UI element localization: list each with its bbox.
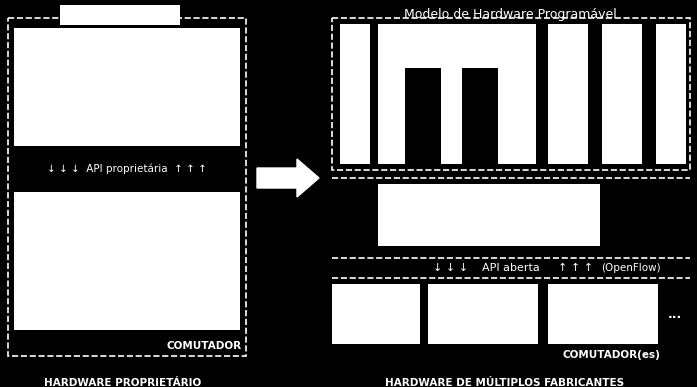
Bar [378, 24, 536, 164]
Bar [428, 284, 538, 344]
Text: COMUTADOR(es): COMUTADOR(es) [562, 350, 660, 360]
Bar [462, 68, 498, 164]
Text: API aberta: API aberta [482, 263, 540, 273]
Text: ↑ ↑ ↑: ↑ ↑ ↑ [558, 263, 594, 273]
Text: HARDWARE PROPRIETÁRIO: HARDWARE PROPRIETÁRIO [45, 378, 201, 387]
Text: Modelo de Hardware Programável: Modelo de Hardware Programável [404, 8, 616, 21]
Bar [8, 18, 246, 356]
Bar [332, 284, 420, 344]
Text: ...: ... [668, 308, 682, 320]
Text: ↓ ↓ ↓: ↓ ↓ ↓ [434, 263, 468, 273]
FancyArrow shape [257, 159, 319, 197]
Bar [14, 192, 240, 330]
Bar [548, 24, 588, 164]
Bar [332, 18, 690, 170]
Bar [656, 24, 686, 164]
Text: HARDWARE DE MÚLTIPLOS FABRICANTES: HARDWARE DE MÚLTIPLOS FABRICANTES [385, 378, 625, 387]
Bar [405, 68, 441, 164]
Bar [602, 24, 642, 164]
Bar [378, 184, 600, 246]
Bar [60, 5, 180, 25]
Text: ↓ ↓ ↓  API proprietária  ↑ ↑ ↑: ↓ ↓ ↓ API proprietária ↑ ↑ ↑ [47, 164, 207, 174]
Bar [340, 24, 370, 164]
Bar [14, 28, 240, 146]
Text: (OpenFlow): (OpenFlow) [602, 263, 661, 273]
Bar [548, 284, 658, 344]
Text: COMUTADOR: COMUTADOR [167, 341, 242, 351]
